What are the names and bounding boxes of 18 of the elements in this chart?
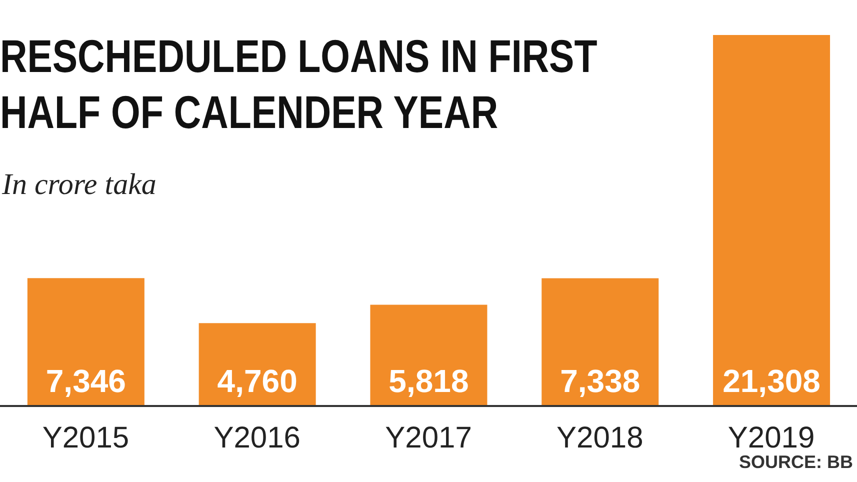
bar (198, 323, 316, 406)
data-label: 5,818 (388, 363, 469, 399)
x-tick-label: Y2015 (42, 421, 130, 454)
data-label: 21,308 (722, 363, 820, 399)
data-label: 4,760 (217, 363, 298, 399)
x-tick-label: Y2017 (385, 421, 472, 454)
bar (27, 278, 144, 406)
bar (542, 278, 659, 406)
data-label: 7,338 (560, 363, 640, 399)
source-note: SOURCE: BB (738, 452, 853, 473)
data-label: 7,346 (46, 363, 126, 399)
bar (370, 304, 488, 406)
x-tick-label: Y2016 (214, 421, 300, 454)
x-tick-label: Y2019 (728, 421, 815, 454)
text: RESCHEDULED LOANS IN FIRST HALF OF CALENDER YEAR (0, 29, 598, 140)
bar (713, 35, 830, 406)
text: In crore taka (2, 168, 156, 202)
x-tick-label: Y2018 (556, 421, 644, 454)
